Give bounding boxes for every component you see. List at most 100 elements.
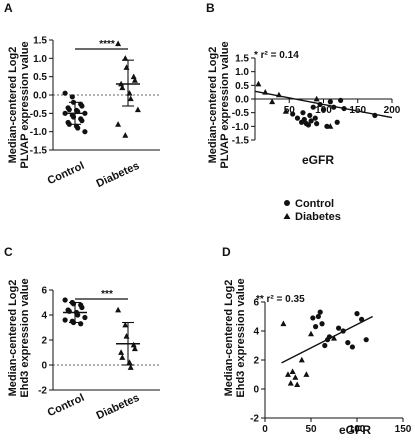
panel-c-y-tick-label: -2 [38,386,47,397]
panel-d-x-tick-label: 50 [305,424,317,435]
panel-c-ylabel-line2: Ehd3 expression value [19,278,31,397]
panel-b-y-tick-label: -1.0 [232,122,250,133]
panel-b-point-diabetes [313,95,320,102]
panel-a-y-tick-label: -1.5 [30,146,48,157]
panel-d-point-diabetes [287,380,294,386]
panel-b-y-tick-label: 0.5 [235,81,249,92]
panel-b-point-diabetes [275,91,282,98]
panel-b-xlabel: eGFR [302,153,334,167]
panel-b-ylabel-line1: Median-centered Log2 [207,47,219,164]
panel-d-point-diabetes [289,368,296,374]
panel-b-point-diabetes [255,80,262,87]
panel-d-point-control [317,309,323,315]
panel-c-point-control [62,297,68,303]
panel-d-x-tick-label: 100 [349,424,366,435]
panel-letter-c: C [4,245,13,259]
panel-a-y-tick-label: -0.5 [30,109,48,120]
panel-b-y-tick-label: -0.5 [232,108,250,119]
panel-b-x-tick-label: 50 [284,105,296,116]
panel-a-y-tick-label: 0.5 [33,72,47,83]
panel-b-point-control [314,121,320,127]
panel-d-y-tick-label: 2 [253,356,259,367]
panel-b-point-control [301,116,307,123]
panel-b-y-tick-label: 0.0 [235,95,249,106]
panel-b-point-control [312,115,318,121]
panel-a-point-diabetes [126,89,133,96]
panel-d-point-diabetes [303,371,310,377]
panel-b-point-control [320,107,327,113]
panel-b-point-control [307,112,313,118]
panel-a-point-control [82,129,88,135]
panel-b-point-control [310,104,316,110]
panel-c-point-diabetes [123,333,130,339]
panel-d-point-diabetes [298,356,305,363]
panel-d-y-tick-label: 4 [253,327,259,338]
panel-b-point-control [338,97,344,103]
panel-c-point-diabetes [131,345,138,352]
panel-a-point-diabetes [123,64,130,70]
panel-d-point-control [359,316,365,322]
panel-b-ylabel-line2: PLVAP expression value [219,41,231,168]
panel-d-point-diabetes [292,374,299,380]
panel-d-y-tick-label: 6 [253,298,259,309]
panel-d-point-diabetes [280,320,287,327]
panel-c-point-diabetes [119,354,126,360]
panel-d-ylabel-line1: Median-centered Log2 [223,280,235,397]
panel-c-point-diabetes [127,364,134,370]
panel-d-point-control [354,311,360,317]
panel-a-category-control: Control [46,160,87,187]
panel-c-point-diabetes [126,359,133,365]
panel-b-point-control [305,122,312,128]
legend-control-marker [284,200,290,206]
panel-a-point-diabetes [134,106,141,113]
panel-c-point-control [62,317,68,323]
panel-b-x-tick-label: 200 [384,105,401,116]
panel-d-ylabel-line2: Ehd3 expression value [235,278,247,397]
panel-d-point-control [349,344,355,350]
panel-a-point-diabetes [115,121,122,127]
panel-b-point-control [317,101,323,108]
panel-letter-d: D [222,245,231,259]
panel-b-point-diabetes [262,88,269,95]
panel-d-point-control [336,325,342,331]
panel-d-point-diabetes [308,330,314,337]
panel-b-point-control [334,119,340,125]
panel-c-point-control [82,314,88,321]
panel-a-point-diabetes [122,132,129,138]
panel-c-point-control [75,312,81,318]
panel-d-point-diabetes [294,381,301,388]
panel-a-point-control [79,118,85,124]
panel-a-y-tick-label: 1.5 [33,36,47,47]
panel-a-point-control [75,125,81,131]
panel-letter-b: B [206,1,215,15]
panel-c-y-tick-label: 2 [41,336,47,347]
panel-b-point-diabetes [327,123,334,129]
panel-d-point-control [345,340,351,346]
panel-d-r2-annotation: ** r² = 0.35 [256,294,305,305]
legend-diabetes-marker [283,213,291,219]
panel-d-point-control [313,324,319,330]
panel-d-y-tick-label: 0 [253,385,259,396]
legend: Control Diabetes [283,198,341,223]
panel-c-category-diabetes: Diabetes [95,392,142,422]
panel-c-point-diabetes [130,341,137,348]
panel-c-y-tick-label: 6 [41,286,47,297]
panel-d-point-control [326,334,332,340]
chart-marks: -1.5 -1.0 -0.5 0.0 0.5 1.0 1.5 -1.5 -1.0 -0.5 0.0 0… [30,36,412,436]
legend-diabetes-label: Diabetes [295,211,341,223]
panel-a-ylabel-line1: Median-centered Log2 [7,47,19,164]
panel-a-point-control [62,90,68,96]
panel-d-point-diabetes [285,371,291,377]
panel-b-point-control [308,118,314,124]
panel-a-category-diabetes: Diabetes [95,160,142,190]
panel-c-ylabel-line1: Median-centered Log2 [7,280,19,397]
panel-b-point-diabetes [269,98,276,105]
panel-a-ylabel-line2: PLVAP expression value [19,41,31,168]
panel-b-y-tick-label: 1.0 [235,67,249,78]
panel-a-point-control [79,103,85,109]
panel-c-significance: *** [101,289,113,300]
panel-b-y-tick-label: 1.5 [235,54,249,65]
panel-d-point-diabetes [331,335,337,341]
panel-c-point-control [78,321,84,327]
